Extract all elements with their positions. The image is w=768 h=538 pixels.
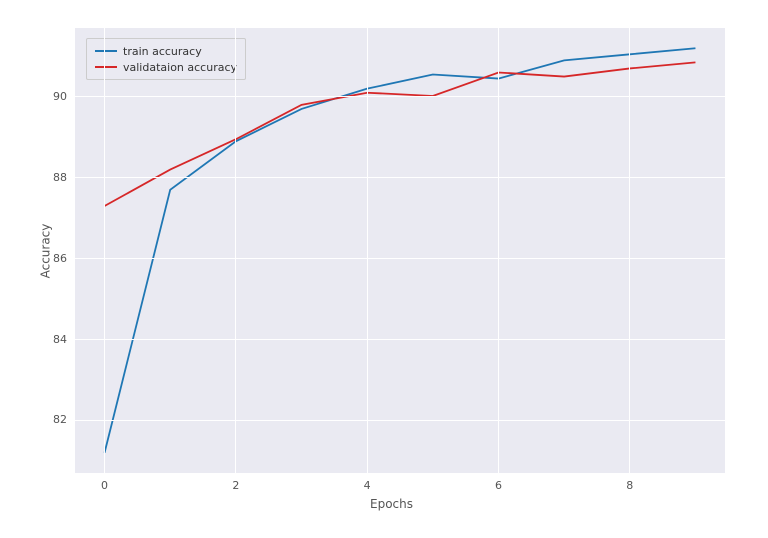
y-tick-label: 86 xyxy=(53,252,67,265)
legend: train accuracy validataion accuracy xyxy=(86,38,246,80)
x-axis-label: Epochs xyxy=(370,497,413,511)
x-tick-label: 0 xyxy=(95,479,115,492)
legend-entry-validation: validataion accuracy xyxy=(95,59,237,75)
legend-label-train: train accuracy xyxy=(123,45,202,58)
y-tick-label: 84 xyxy=(53,333,67,346)
plot-area xyxy=(75,28,725,473)
x-gridline xyxy=(235,28,236,473)
y-tick-label: 88 xyxy=(53,171,67,184)
legend-label-validation: validataion accuracy xyxy=(123,61,237,74)
legend-swatch-validation xyxy=(95,66,117,68)
x-gridline xyxy=(629,28,630,473)
y-gridline xyxy=(75,339,725,340)
y-tick-label: 90 xyxy=(53,90,67,103)
x-tick-label: 8 xyxy=(620,479,640,492)
legend-swatch-train xyxy=(95,50,117,52)
x-gridline xyxy=(498,28,499,473)
x-tick-label: 6 xyxy=(488,479,508,492)
x-tick-label: 4 xyxy=(357,479,377,492)
y-gridline xyxy=(75,177,725,178)
y-gridline xyxy=(75,96,725,97)
x-gridline xyxy=(367,28,368,473)
y-axis-label: Accuracy xyxy=(38,223,52,278)
y-gridline xyxy=(75,258,725,259)
y-gridline xyxy=(75,420,725,421)
x-tick-label: 2 xyxy=(226,479,246,492)
legend-entry-train: train accuracy xyxy=(95,43,237,59)
figure: Epochs Accuracy train accuracy validatai… xyxy=(0,0,768,538)
x-gridline xyxy=(104,28,105,473)
y-tick-label: 82 xyxy=(53,413,67,426)
